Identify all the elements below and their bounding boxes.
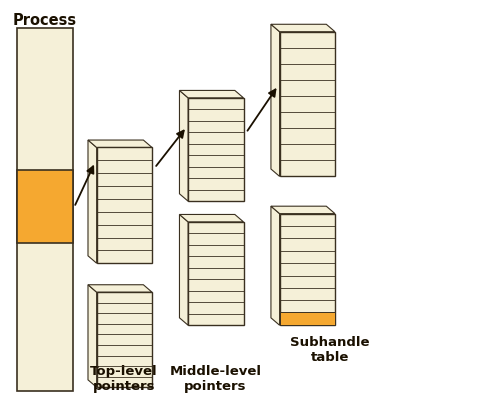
Text: Middle-level
pointers: Middle-level pointers [169,365,262,393]
Bar [188,98,244,201]
Polygon shape [88,285,152,292]
Polygon shape [271,206,335,214]
Polygon shape [271,24,280,176]
Polygon shape [88,140,152,147]
Bar [280,32,335,176]
Polygon shape [88,140,96,263]
Text: Top-level
pointers: Top-level pointers [90,365,158,393]
Polygon shape [271,206,280,325]
Polygon shape [180,215,244,222]
Polygon shape [180,215,188,325]
Bar [17,170,73,243]
Bar [17,28,73,391]
Bar [96,292,152,387]
Text: Handle
table: Handle table [21,190,69,218]
Polygon shape [180,91,244,98]
Bar [280,214,335,325]
Polygon shape [180,91,188,201]
Bar [188,222,244,325]
Bar [280,312,335,325]
Polygon shape [271,24,335,32]
Text: Subhandle
table: Subhandle table [290,336,370,364]
Bar [96,147,152,263]
Polygon shape [88,285,96,387]
Text: Process: Process [13,13,77,28]
